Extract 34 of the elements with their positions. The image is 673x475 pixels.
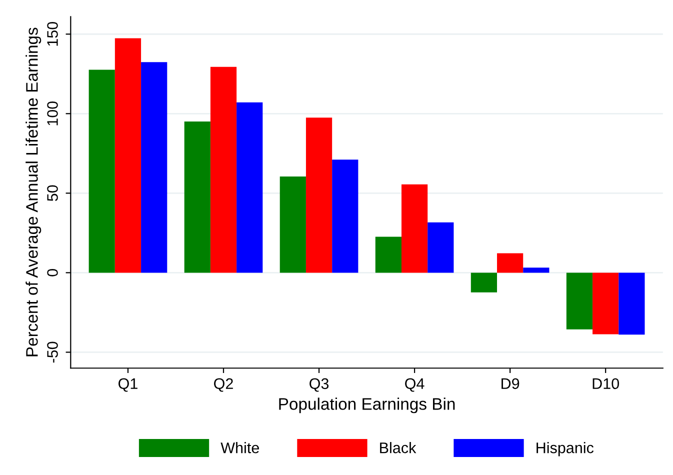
- bar: [236, 102, 263, 273]
- x-axis-title: Population Earnings Bin: [279, 398, 455, 414]
- bar: [375, 236, 402, 273]
- bar: [523, 268, 550, 273]
- bar: [114, 38, 142, 273]
- x-tick-label: D9: [502, 378, 520, 390]
- bar: [428, 222, 454, 273]
- legend-label: White: [220, 442, 259, 454]
- bar: [497, 253, 524, 273]
- y-axis-title: Percent of Average Annual Lifetime Earnings: [26, 28, 42, 356]
- bar: [470, 272, 498, 292]
- bar: [306, 118, 332, 273]
- x-tick-label: Q3: [310, 378, 329, 392]
- legend-label: Hispanic: [536, 442, 594, 456]
- bar: [592, 272, 619, 334]
- bar: [88, 70, 115, 273]
- y-tick-label: 0: [47, 269, 58, 276]
- y-tick-label: 100: [47, 101, 58, 126]
- bar: [141, 62, 168, 273]
- bar: [332, 160, 358, 273]
- y-tick-label: 50: [47, 185, 58, 202]
- y-tick-label: 150: [47, 22, 58, 46]
- bar: [210, 66, 237, 273]
- x-tick-label: Q2: [214, 378, 233, 392]
- x-tick-label: Q1: [118, 378, 138, 392]
- bar: [280, 176, 306, 273]
- bar: [566, 272, 593, 330]
- bar: [618, 272, 645, 335]
- bar: [401, 184, 428, 273]
- legend-label: Black: [380, 442, 416, 454]
- bar: [184, 121, 210, 273]
- y-tick-label: -50: [47, 342, 58, 363]
- x-tick-label: Q4: [405, 378, 424, 392]
- x-tick-label: D10: [592, 378, 620, 390]
